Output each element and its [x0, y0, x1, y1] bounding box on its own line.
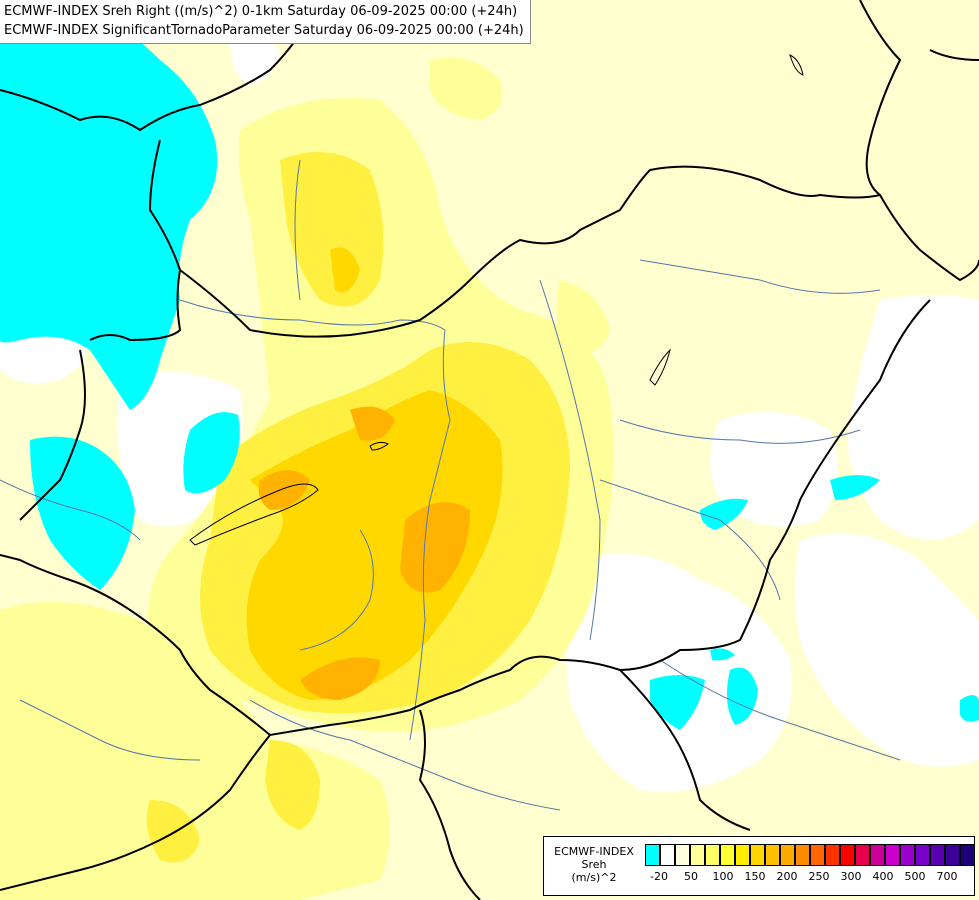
legend-swatch — [885, 844, 900, 866]
map-title-box: ECMWF-INDEX Sreh Right ((m/s)^2) 0-1km S… — [0, 0, 531, 44]
legend-color-bar — [645, 844, 975, 866]
legend-swatch — [765, 844, 780, 866]
legend-swatch — [930, 844, 945, 866]
legend-tick: 200 — [776, 870, 798, 883]
legend-tick: -20 — [650, 870, 668, 883]
legend-tick: 300 — [840, 870, 862, 883]
legend-unit: (m/s)^2 — [571, 871, 617, 884]
legend-swatch — [690, 844, 705, 866]
legend-tick: 700 — [936, 870, 958, 883]
legend-swatch — [720, 844, 735, 866]
legend-model: ECMWF-INDEX — [554, 845, 634, 858]
legend-tick: 100 — [712, 870, 734, 883]
legend-scale: -20 50 100 150 200 250 300 400 500 700 — [645, 844, 975, 886]
legend-swatch — [735, 844, 750, 866]
legend-tick: 150 — [744, 870, 766, 883]
legend-swatch — [870, 844, 885, 866]
legend-swatch — [825, 844, 840, 866]
negative-value-areas — [0, 0, 979, 730]
legend-swatch — [660, 844, 675, 866]
legend-tick: 250 — [808, 870, 830, 883]
legend-swatch — [750, 844, 765, 866]
legend-tick: 500 — [904, 870, 926, 883]
legend-swatch — [840, 844, 855, 866]
legend-swatch — [645, 844, 660, 866]
title-line-1: ECMWF-INDEX Sreh Right ((m/s)^2) 0-1km S… — [4, 4, 518, 19]
lakes — [189, 54, 804, 546]
legend-swatch — [705, 844, 720, 866]
color-legend: ECMWF-INDEX Sreh (m/s)^2 -20 50 100 150 200 2… — [543, 836, 975, 896]
legend-tick: 50 — [684, 870, 698, 883]
legend-swatch — [915, 844, 930, 866]
title-line-2: ECMWF-INDEX SignificantTornadoParameter … — [4, 23, 524, 38]
legend-swatch — [795, 844, 810, 866]
legend-swatch — [900, 844, 915, 866]
legend-swatch — [960, 844, 975, 866]
legend-swatch — [810, 844, 825, 866]
legend-tick-labels: -20 50 100 150 200 250 300 400 500 700 — [645, 870, 975, 886]
legend-tick: 400 — [872, 870, 894, 883]
legend-swatch — [675, 844, 690, 866]
rivers — [0, 159, 901, 811]
legend-label: ECMWF-INDEX Sreh (m/s)^2 — [546, 845, 642, 884]
orange-areas — [258, 406, 470, 700]
legend-swatch — [780, 844, 795, 866]
legend-swatch — [945, 844, 960, 866]
legend-variable: Sreh — [581, 858, 607, 871]
legend-swatch — [855, 844, 870, 866]
